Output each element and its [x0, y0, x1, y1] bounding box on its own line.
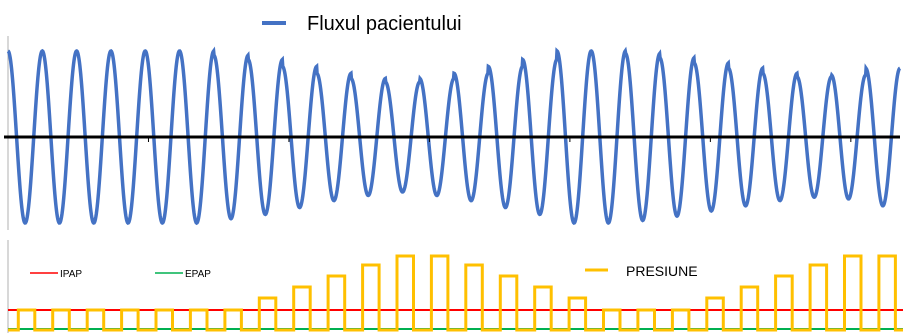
pressure-chart: IPAP EPAP PRESIUNE — [7, 240, 903, 333]
ipap-legend-label: IPAP — [60, 269, 82, 280]
flow-chart: Fluxul pacientului — [4, 13, 902, 230]
presiune-series — [8, 254, 903, 332]
presiune-legend-label: PRESIUNE — [626, 263, 698, 279]
presiune-line — [8, 254, 903, 332]
flow-legend-label: Fluxul pacientului — [307, 13, 462, 35]
flow-x-ticks — [147, 137, 852, 142]
epap-legend-label: EPAP — [185, 269, 211, 280]
flow-series — [6, 46, 902, 226]
flow-line — [6, 46, 902, 226]
